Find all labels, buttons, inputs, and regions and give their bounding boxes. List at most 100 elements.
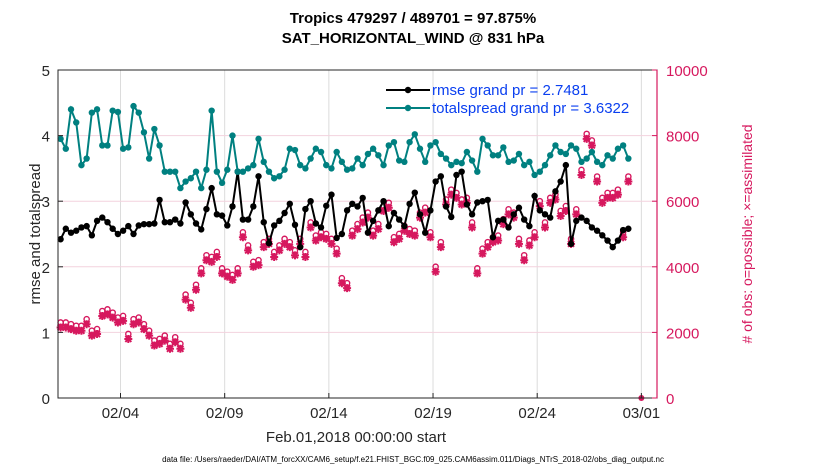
totalspread-point (114, 108, 122, 116)
rmse-point (166, 218, 174, 226)
rmse-point (151, 220, 158, 227)
obs-count-point (530, 228, 539, 242)
rmse-point (104, 218, 111, 226)
rmse-point (343, 207, 351, 214)
rmse-point (380, 198, 387, 205)
y-axis-label: rmse and totalspread (27, 164, 44, 305)
rmse-point (448, 213, 455, 221)
totalspread-point (93, 106, 101, 113)
y-axis-right-label: # of obs: o=possible; ×=assimilated (739, 124, 755, 343)
rmse-point (494, 217, 502, 225)
obs-count-point (181, 291, 190, 304)
rmse-point (328, 191, 335, 198)
rmse-point (505, 224, 512, 231)
rmse-point (187, 211, 195, 218)
totalspread-point (369, 145, 377, 152)
totalspread-point (312, 145, 320, 152)
rmse-point (474, 199, 481, 206)
rmse-point (156, 196, 163, 204)
y-right-tick-label: 8000 (666, 129, 699, 146)
totalspread-point (484, 142, 491, 149)
rmse-point (411, 189, 418, 196)
totalspread-point (380, 161, 387, 169)
rmse-point (73, 227, 80, 234)
x-tick-label: 02/14 (310, 405, 348, 422)
totalspread-point (192, 168, 200, 175)
totalspread-point (145, 155, 153, 162)
rmse-point (349, 200, 356, 208)
rmse-point (62, 225, 70, 232)
totalspread-point (286, 145, 293, 152)
rmse-line (59, 164, 629, 249)
totalspread-point (161, 168, 168, 175)
obs-count-point (124, 330, 133, 343)
totalspread-point (291, 146, 299, 154)
totalspread-point (593, 158, 601, 166)
totalspread-point (354, 155, 361, 162)
rmse-point (57, 236, 64, 243)
obs-count-point (514, 235, 523, 248)
rmse-point (599, 232, 606, 239)
obs-count-point (82, 315, 91, 329)
x-axis-label: Feb.01,2018 00:00:00 start (266, 429, 447, 446)
x-tick-label: 02/24 (518, 405, 556, 422)
totalspread-point (432, 138, 439, 146)
obs-count-point (103, 306, 112, 319)
rmse-point (244, 216, 252, 223)
totalspread-point (458, 159, 465, 167)
totalspread-point (119, 145, 127, 152)
totalspread-point (588, 148, 596, 156)
obs-count-point (374, 220, 383, 234)
obs-count-point (520, 251, 529, 265)
rmse-point (593, 227, 601, 234)
obs-count-point (332, 245, 341, 258)
totalspread-point (625, 155, 632, 162)
legend: rmse grand pr = 2.7481 totalspread grand… (386, 82, 629, 117)
obs-count-point (572, 206, 581, 219)
totalspread-point (343, 166, 351, 173)
legend-rmse-label: rmse grand pr = 2.7481 (432, 82, 588, 99)
rmse-point (432, 178, 439, 185)
totalspread-point (244, 165, 252, 172)
y-tick-label: 2 (42, 260, 50, 277)
obs-count-point (587, 137, 596, 150)
obs-count-point (541, 219, 550, 232)
totalspread-point (151, 125, 158, 133)
totalspread-point (578, 158, 585, 166)
totalspread-point (302, 165, 309, 172)
totalspread-point (255, 135, 262, 143)
totalspread-point (520, 161, 528, 169)
obs-count-point (244, 242, 253, 255)
rmse-point (479, 198, 486, 205)
obs-count-point (139, 320, 148, 334)
totalspread-point (276, 173, 283, 180)
totalspread-point (437, 150, 445, 158)
obs-count-point (197, 265, 206, 278)
totalspread-point (208, 107, 215, 114)
rmse-point (531, 192, 538, 200)
y-tick-label: 5 (42, 63, 50, 80)
obs-count-point (431, 263, 440, 276)
totalspread-point (203, 166, 210, 173)
rmse-point (317, 224, 325, 231)
totalspread-point (187, 175, 195, 182)
totalspread-point (614, 145, 622, 152)
totalspread-point (531, 171, 538, 179)
rmse-point (182, 199, 189, 206)
rmse-point (229, 203, 236, 210)
y-right-tick-label: 2000 (666, 325, 699, 342)
rmse-point (614, 237, 622, 244)
rmse-point (489, 234, 497, 241)
rmse-point (510, 211, 517, 218)
totalspread-point (349, 165, 356, 172)
obs-count-point (468, 219, 477, 232)
totalspread-point (281, 166, 288, 173)
totalspread-point (510, 157, 517, 164)
totalspread-point (505, 158, 512, 166)
rmse-point (99, 214, 106, 221)
totalspread-point (57, 135, 64, 143)
totalspread-point (619, 142, 627, 149)
rmse-point (416, 211, 424, 218)
obs-count-point (613, 186, 622, 199)
obs-count-point (212, 248, 221, 261)
